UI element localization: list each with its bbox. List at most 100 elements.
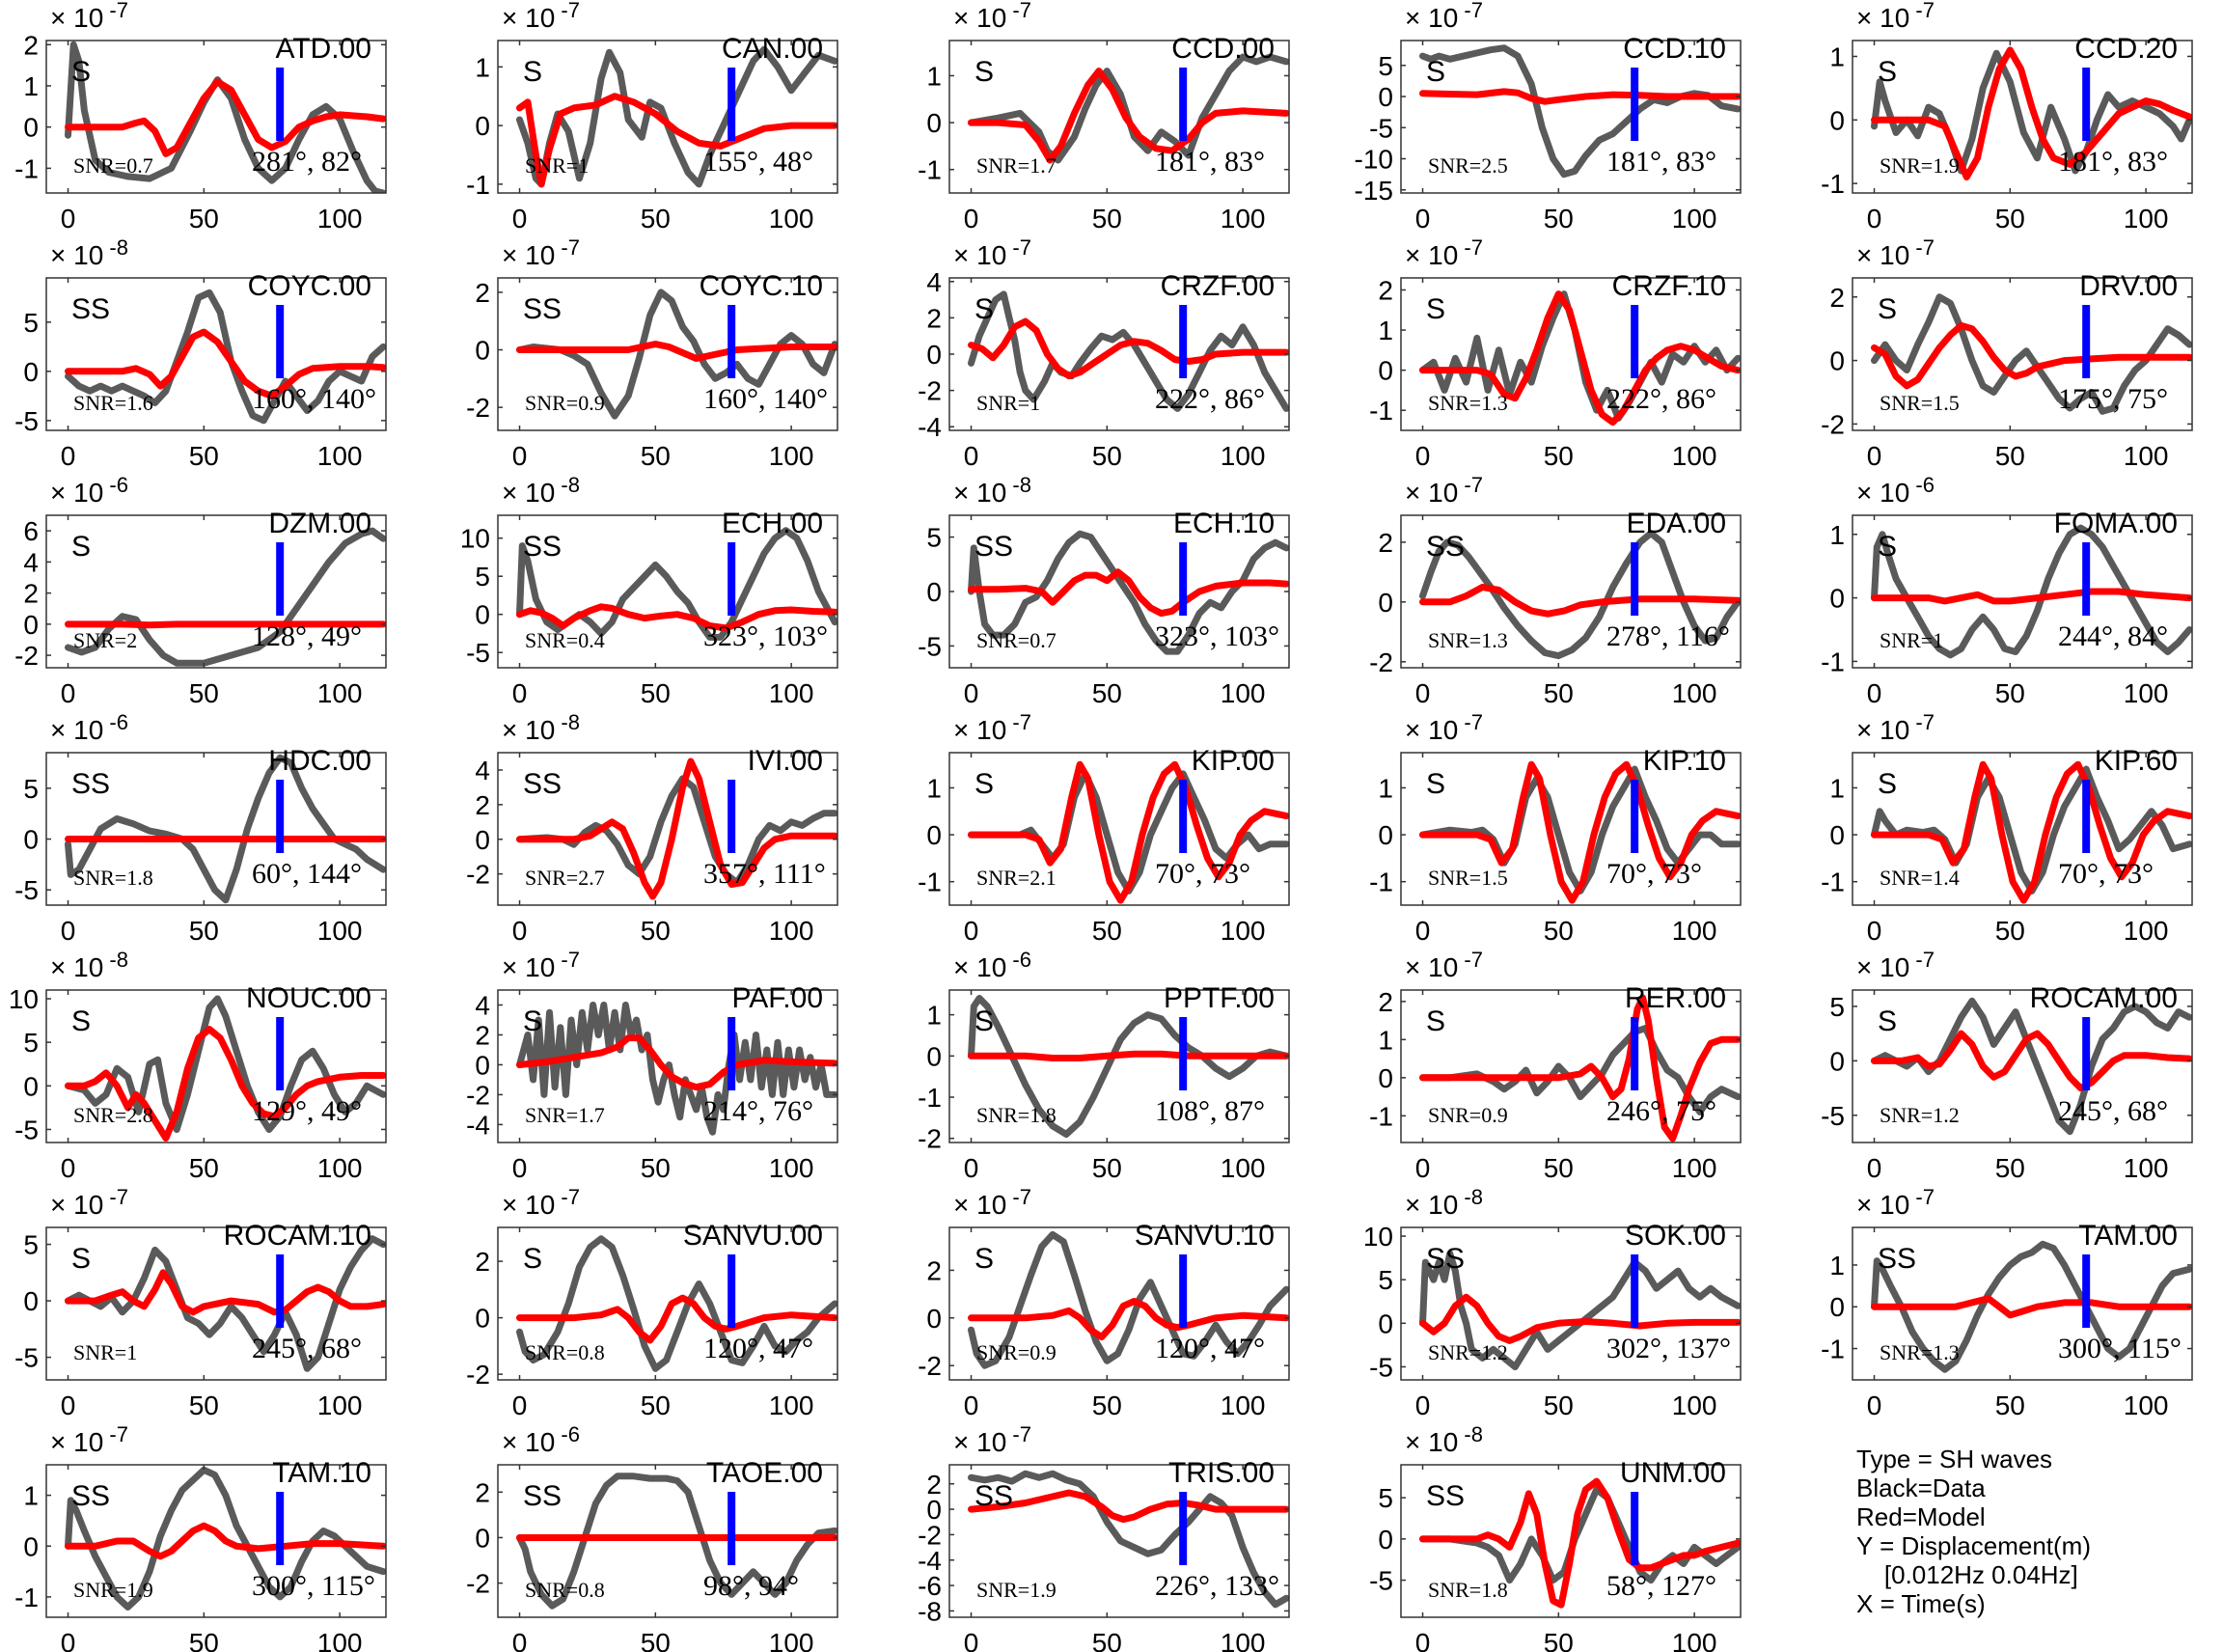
waveform-panel: 0 50 100 -2 0 2 × 10 -7 S DRV.00 SNR=1.5 175°, 75° — [1821, 235, 2193, 471]
y-tick-label: 2 — [926, 1470, 942, 1500]
azimuth-distance-label: 323°, 103° — [703, 620, 828, 652]
station-label: PPTF.00 — [1164, 982, 1275, 1014]
y-exponent-label: × 10 -7 — [953, 235, 1031, 270]
y-tick-label: -1 — [1369, 867, 1393, 897]
y-tick-label: -5 — [1369, 1352, 1393, 1382]
y-tick-label: -1 — [918, 1083, 942, 1113]
y-tick-label: 2 — [1829, 283, 1845, 313]
phase-label: S — [523, 1005, 542, 1037]
x-tick-label: 100 — [1672, 441, 1717, 471]
y-tick-label: 0 — [926, 1304, 942, 1334]
y-tick-label: 5 — [1378, 1483, 1393, 1513]
y-exponent-label: × 10 -8 — [502, 473, 580, 508]
model-trace — [516, 341, 837, 362]
x-tick-label: 50 — [1092, 916, 1122, 946]
waveform-panel: 0 50 100 -2 0 2 × 10 -7 SS EDA.00 SNR=1.3 278°, 11… — [1369, 473, 1742, 708]
snr-label: SNR=1 — [976, 391, 1040, 415]
phase-label: S — [974, 293, 994, 325]
y-exponent-label: × 10 -8 — [1405, 1185, 1483, 1220]
axes-box — [948, 40, 1290, 194]
x-tick-label: 100 — [317, 916, 363, 946]
snr-label: SNR=0.8 — [525, 1578, 605, 1602]
phase-label: S — [523, 56, 542, 88]
x-tick-label: 0 — [1415, 1153, 1431, 1183]
snr-label: SNR=1 — [1880, 628, 1943, 652]
snr-label: SNR=0.7 — [976, 628, 1057, 652]
y-tick-label: -10 — [1355, 145, 1393, 175]
x-tick-label: 50 — [1995, 204, 2025, 234]
y-tick-label: -2 — [466, 860, 490, 890]
waveform-panel: 0 50 100 -2 -1 0 1 × 10 -6 S PPTF.00 SNR=1.8 108°, … — [918, 948, 1290, 1183]
snr-label: SNR=0.9 — [976, 1340, 1057, 1364]
x-tick-label: 0 — [61, 1390, 76, 1420]
waveform-panel: 0 50 100 -5 0 5 10 × 10 -8 SS ECH.00 SNR=0.4 323°, … — [460, 473, 838, 708]
y-exponent-label: × 10 -7 — [1405, 710, 1483, 745]
x-tick-label: 50 — [1995, 1153, 2025, 1183]
x-tick-label: 0 — [1415, 441, 1431, 471]
axes-box — [497, 1464, 838, 1618]
y-exponent-label: × 10 -7 — [1405, 948, 1483, 982]
waveform-panel: 0 50 100 -2 0 2 4 × 10 -8 SS IVI.00 SNR=2.7 357°, 1… — [466, 710, 838, 946]
y-tick-label: 2 — [23, 579, 39, 609]
axes-box — [1852, 514, 2193, 669]
y-tick-label: -5 — [1369, 1566, 1393, 1596]
y-tick-label: 0 — [1378, 1063, 1393, 1093]
x-tick-label: 50 — [1092, 1390, 1122, 1420]
azimuth-distance-label: 120°, 47° — [1155, 1333, 1265, 1364]
axes-box — [1852, 277, 2193, 431]
phase-label: S — [1878, 293, 1897, 325]
azimuth-distance-label: 300°, 115° — [2058, 1333, 2182, 1364]
phase-label: S — [71, 531, 91, 563]
snr-label: SNR=1.2 — [1880, 1103, 1960, 1127]
y-tick-label: 10 — [1363, 1222, 1393, 1252]
axes-box — [45, 752, 387, 906]
azimuth-distance-label: 58°, 127° — [1606, 1570, 1716, 1602]
azimuth-distance-label: 120°, 47° — [703, 1333, 813, 1364]
model-trace — [968, 68, 1289, 164]
y-tick-label: -2 — [918, 376, 942, 406]
phase-label: S — [1878, 768, 1897, 800]
phase-label: SS — [1426, 531, 1465, 563]
azimuth-distance-label: 244°, 84° — [2058, 620, 2168, 652]
phase-label: S — [974, 1005, 994, 1037]
x-tick-label: 50 — [641, 1153, 671, 1183]
phase-label: SS — [974, 531, 1013, 563]
waveform-panel: 0 50 100 -4 -2 0 2 4 × 10 -7 S CRZF.00 SNR=1 222°, 8… — [918, 235, 1290, 471]
snr-label: SNR=1.8 — [1428, 1578, 1508, 1602]
phase-label: SS — [1878, 1243, 1916, 1275]
phase-label: SS — [71, 1480, 110, 1512]
y-tick-label: 5 — [23, 1028, 39, 1058]
station-label: CAN.00 — [722, 33, 823, 65]
phase-label: S — [1426, 1005, 1445, 1037]
y-exponent-label: × 10 -7 — [502, 1185, 580, 1220]
y-exponent-label: × 10 -6 — [502, 1422, 580, 1457]
y-tick-label: 0 — [1378, 820, 1393, 850]
axes-box — [497, 1226, 838, 1381]
legend-line: X = Time(s) — [1856, 1589, 1986, 1618]
x-tick-label: 50 — [641, 678, 671, 708]
y-tick-label: -1 — [918, 155, 942, 185]
snr-label: SNR=1.4 — [1880, 866, 1960, 890]
station-label: UNM.00 — [1620, 1457, 1726, 1489]
station-label: SANVU.10 — [1135, 1220, 1275, 1252]
y-tick-label: 0 — [475, 111, 490, 141]
x-tick-label: 100 — [2124, 678, 2169, 708]
azimuth-distance-label: 181°, 83° — [2058, 146, 2168, 178]
y-exponent-label: × 10 -7 — [502, 0, 580, 33]
station-label: TAM.10 — [272, 1457, 371, 1489]
azimuth-distance-label: 70°, 73° — [2058, 858, 2154, 890]
data-trace — [516, 1002, 837, 1136]
station-label: CCD.20 — [2074, 33, 2178, 65]
y-exponent-label: × 10 -7 — [502, 948, 580, 982]
waveform-panel: 0 50 100 -5 0 5 10 × 10 -8 S NOUC.00 SNR=2.8 129°, … — [9, 948, 387, 1183]
x-tick-label: 100 — [769, 1153, 814, 1183]
legend-line: [0.012Hz 0.04Hz] — [1856, 1560, 2078, 1589]
y-tick-label: 5 — [1378, 51, 1393, 81]
x-tick-label: 0 — [1415, 204, 1431, 234]
x-tick-label: 50 — [189, 1153, 219, 1183]
y-tick-label: 0 — [1378, 356, 1393, 386]
y-tick-label: 0 — [926, 1495, 942, 1525]
y-tick-label: -2 — [14, 641, 39, 671]
